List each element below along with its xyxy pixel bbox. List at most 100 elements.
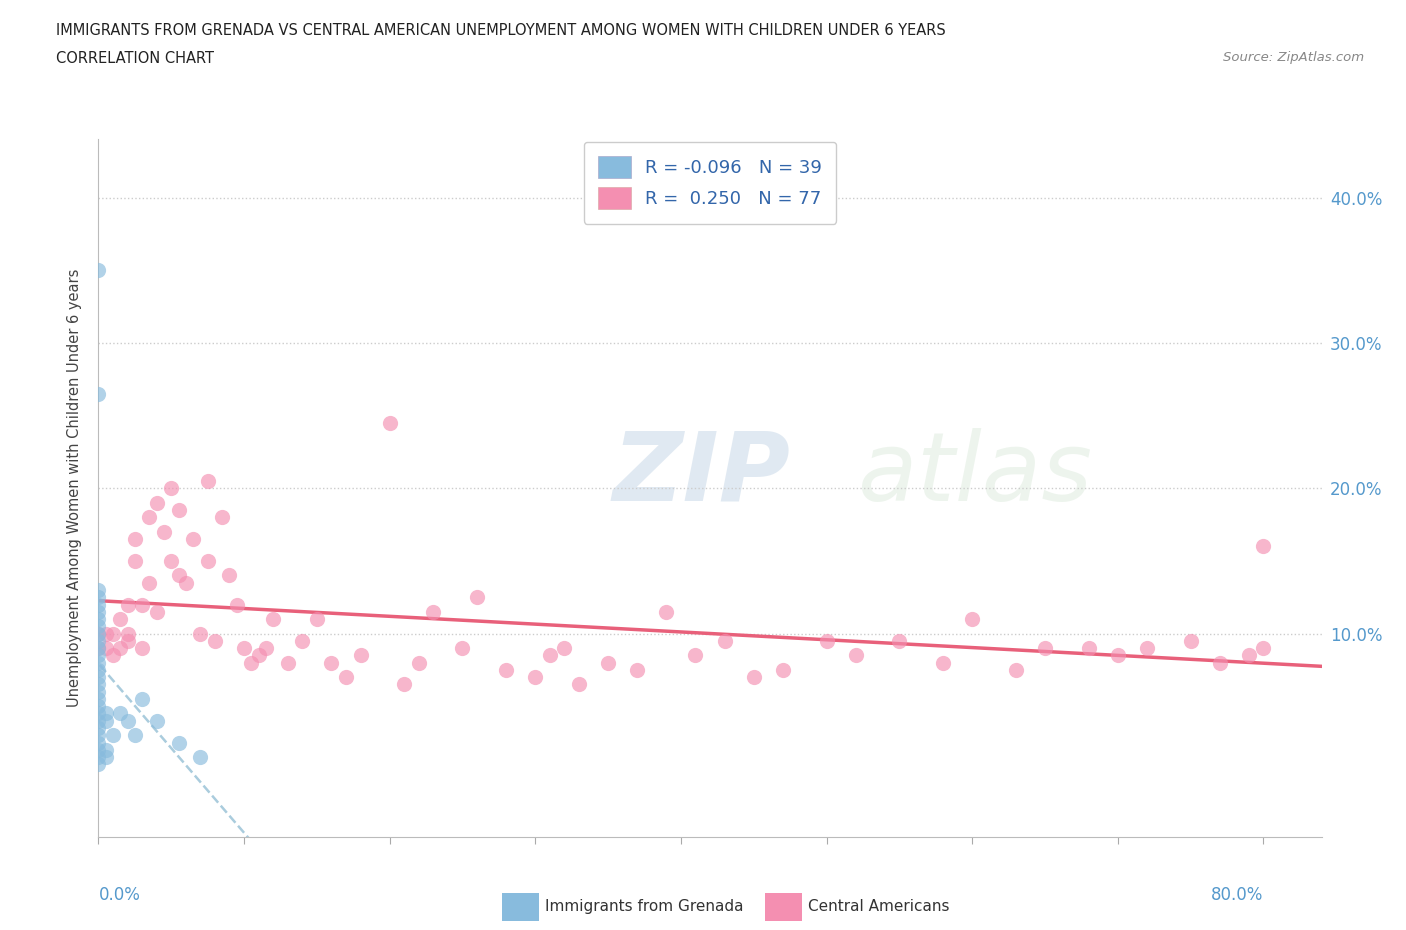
Text: Central Americans: Central Americans [808, 899, 949, 914]
Point [87, 721, 110, 736]
Point [254, 641, 277, 656]
Point [167, 735, 190, 750]
Point [87, 750, 110, 764]
Point [188, 750, 212, 764]
Point [87, 684, 110, 699]
Point [87, 626, 110, 641]
Point [87, 641, 110, 656]
Point [655, 604, 678, 619]
Point [465, 590, 488, 604]
Point [167, 568, 190, 583]
Point [87, 757, 110, 772]
Point [87, 590, 110, 604]
Point [117, 633, 139, 648]
Point [1077, 641, 1099, 656]
Point [713, 633, 735, 648]
Point [87, 597, 110, 612]
Point [451, 641, 474, 656]
Point [335, 670, 357, 684]
Point [626, 662, 648, 677]
Text: 0.0%: 0.0% [98, 885, 141, 904]
Y-axis label: Unemployment Among Women with Children Under 6 years: Unemployment Among Women with Children U… [67, 269, 83, 708]
Point [131, 597, 153, 612]
Point [87, 626, 110, 641]
Point [422, 604, 444, 619]
Point [167, 502, 190, 517]
Point [110, 641, 132, 656]
Point [321, 656, 343, 671]
Point [145, 604, 167, 619]
Point [160, 553, 183, 568]
Point [291, 633, 314, 648]
Point [1208, 656, 1232, 671]
Point [94, 641, 117, 656]
Point [87, 641, 110, 656]
Point [87, 582, 110, 597]
Text: IMMIGRANTS FROM GRENADA VS CENTRAL AMERICAN UNEMPLOYMENT AMONG WOMEN WITH CHILDR: IMMIGRANTS FROM GRENADA VS CENTRAL AMERI… [56, 23, 946, 38]
Point [1237, 648, 1260, 663]
Point [685, 648, 707, 663]
Point [1107, 648, 1129, 663]
Point [94, 742, 117, 757]
Point [233, 641, 256, 656]
Text: ZIP: ZIP [612, 428, 790, 521]
Point [174, 576, 197, 591]
Point [1004, 662, 1026, 677]
Point [87, 633, 110, 648]
Point [131, 692, 153, 707]
Point [87, 670, 110, 684]
Point [960, 612, 983, 627]
Point [218, 568, 240, 583]
Point [87, 692, 110, 707]
Point [117, 626, 139, 641]
Point [138, 510, 160, 525]
Point [117, 713, 139, 728]
Point [211, 510, 233, 525]
Point [524, 670, 547, 684]
Point [145, 496, 167, 511]
Point [145, 713, 167, 728]
Point [101, 728, 124, 743]
Point [553, 641, 575, 656]
Point [188, 626, 212, 641]
Point [153, 525, 176, 539]
Point [1136, 641, 1159, 656]
Point [1180, 633, 1202, 648]
Point [225, 597, 247, 612]
Point [87, 677, 110, 692]
Point [247, 648, 270, 663]
Point [87, 656, 110, 671]
Point [204, 633, 226, 648]
Point [772, 662, 794, 677]
Point [87, 386, 110, 401]
Point [87, 713, 110, 728]
Text: Immigrants from Grenada: Immigrants from Grenada [546, 899, 744, 914]
Point [845, 648, 868, 663]
Point [197, 553, 219, 568]
Bar [502, 893, 538, 921]
Point [124, 728, 146, 743]
Point [87, 612, 110, 627]
Point [124, 532, 146, 547]
Text: atlas: atlas [856, 428, 1092, 521]
Point [378, 416, 401, 431]
Point [1253, 539, 1275, 554]
Point [889, 633, 911, 648]
Point [815, 633, 838, 648]
Point [197, 473, 219, 488]
Point [568, 677, 591, 692]
Point [538, 648, 561, 663]
Point [94, 750, 117, 764]
Point [262, 612, 284, 627]
Text: Source: ZipAtlas.com: Source: ZipAtlas.com [1223, 51, 1364, 64]
Point [1033, 641, 1056, 656]
Point [138, 576, 160, 591]
Point [87, 263, 110, 278]
Point [932, 656, 955, 671]
Point [1253, 641, 1275, 656]
Point [277, 656, 299, 671]
Point [87, 662, 110, 677]
Point [117, 597, 139, 612]
Point [87, 604, 110, 619]
Point [87, 728, 110, 743]
